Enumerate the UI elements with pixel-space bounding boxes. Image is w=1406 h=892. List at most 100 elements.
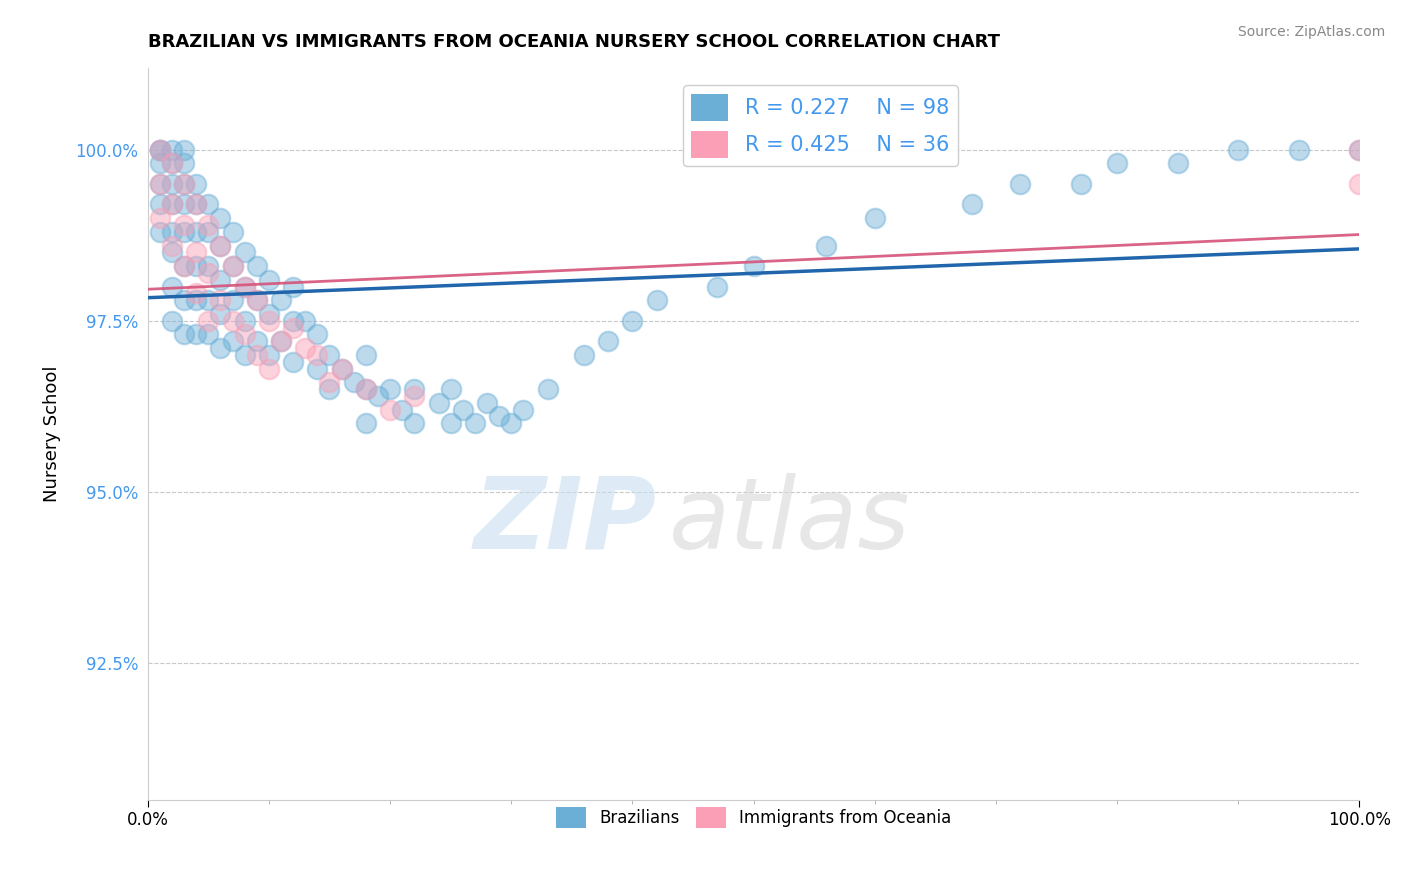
Point (173, 177, 195, 191)
Point (354, 382, 377, 396)
Point (512, 402, 534, 417)
Point (173, 156, 195, 170)
Point (233, 314, 256, 328)
Point (221, 314, 243, 328)
Point (706, 279, 728, 293)
Point (221, 334, 243, 349)
Point (307, 348, 329, 362)
Point (246, 348, 269, 362)
Point (173, 259, 195, 273)
Point (186, 286, 208, 301)
Point (451, 402, 474, 417)
Point (354, 382, 377, 396)
Point (160, 238, 183, 252)
Point (246, 293, 269, 308)
Point (173, 259, 195, 273)
Point (488, 409, 510, 424)
Point (197, 293, 219, 308)
Point (378, 402, 401, 417)
Point (173, 293, 195, 308)
Point (186, 197, 208, 211)
Point (1167, 156, 1189, 170)
Point (173, 177, 195, 191)
Point (318, 376, 340, 390)
Point (378, 382, 401, 396)
Point (209, 341, 232, 355)
Point (160, 314, 183, 328)
Point (404, 417, 426, 431)
Point (257, 273, 280, 287)
Point (270, 334, 292, 349)
Point (404, 382, 426, 396)
Point (475, 396, 498, 410)
Point (501, 417, 523, 431)
Point (160, 245, 183, 260)
Point (186, 327, 208, 342)
Point (318, 382, 340, 396)
Point (149, 143, 172, 157)
Point (1348, 143, 1371, 157)
Point (160, 197, 183, 211)
Legend: Brazilians, Immigrants from Oceania: Brazilians, Immigrants from Oceania (548, 800, 959, 835)
Point (1070, 177, 1092, 191)
Point (270, 334, 292, 349)
Point (149, 197, 172, 211)
Point (149, 225, 172, 239)
Point (645, 293, 668, 308)
Point (173, 143, 195, 157)
Point (149, 177, 172, 191)
Point (209, 211, 232, 226)
Point (354, 348, 377, 362)
Point (186, 293, 208, 308)
Point (270, 293, 292, 308)
Point (233, 327, 256, 342)
Point (863, 211, 886, 226)
Point (149, 156, 172, 170)
Point (330, 361, 353, 376)
Point (536, 382, 558, 396)
Point (197, 225, 219, 239)
Point (464, 417, 486, 431)
Point (257, 314, 280, 328)
Point (1107, 156, 1129, 170)
Point (209, 307, 232, 321)
Point (173, 197, 195, 211)
Point (149, 143, 172, 157)
Point (307, 361, 329, 376)
Point (160, 225, 183, 239)
Point (173, 218, 195, 232)
Point (257, 348, 280, 362)
Text: ZIP: ZIP (474, 473, 657, 570)
Point (440, 417, 463, 431)
Point (281, 320, 304, 334)
Point (257, 307, 280, 321)
Point (221, 259, 243, 273)
Point (173, 327, 195, 342)
Point (233, 348, 256, 362)
Point (160, 197, 183, 211)
Point (149, 143, 172, 157)
Point (246, 293, 269, 308)
Text: atlas: atlas (669, 473, 911, 570)
Point (246, 334, 269, 349)
Point (160, 177, 183, 191)
Point (173, 225, 195, 239)
Point (257, 361, 280, 376)
Point (318, 348, 340, 362)
Point (367, 389, 389, 403)
Point (427, 396, 450, 410)
Y-axis label: Nursery School: Nursery School (44, 366, 60, 502)
Point (197, 314, 219, 328)
Point (1288, 143, 1310, 157)
Point (307, 327, 329, 342)
Point (160, 156, 183, 170)
Point (1348, 143, 1371, 157)
Point (233, 245, 256, 260)
Point (221, 293, 243, 308)
Point (197, 327, 219, 342)
Point (815, 238, 838, 252)
Point (742, 259, 765, 273)
Point (572, 348, 595, 362)
Point (149, 211, 172, 226)
Point (391, 402, 413, 417)
